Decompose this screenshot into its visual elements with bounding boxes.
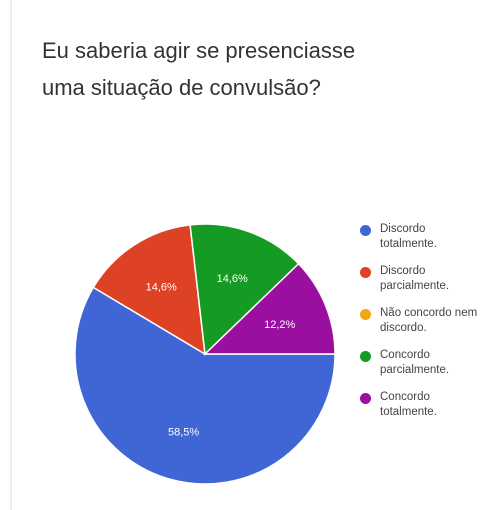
legend-swatch	[360, 393, 371, 404]
pie-slice-5	[203, 262, 336, 355]
legend-label: Discordo parcialmente.	[380, 265, 450, 292]
legend-label: Concordo totalmente.	[380, 391, 437, 418]
legend-item-2[interactable]: Discordo parcialmente.	[360, 264, 484, 306]
chart-legend: Discordo totalmente. Discordo parcialment…	[360, 222, 484, 432]
slice-label-2: 14,6%	[146, 281, 177, 293]
legend-swatch	[360, 225, 371, 236]
legend-item-4[interactable]: Concordo parcialmente.	[360, 348, 484, 390]
slice-label-4: 14,6%	[217, 273, 248, 285]
legend-label: Não concordo nem discordo.	[380, 307, 478, 334]
pie-slice-4	[189, 223, 300, 356]
legend-swatch	[360, 351, 371, 362]
slice-label-1: 58,5%	[168, 427, 199, 439]
legend-item-5[interactable]: Concordo totalmente.	[360, 390, 484, 432]
pie-slice-2	[92, 224, 206, 356]
legend-label: Concordo parcialmente.	[380, 349, 450, 376]
slice-label-5: 12,2%	[264, 319, 295, 331]
legend-item-3[interactable]: Não concordo nem discordo.	[360, 306, 484, 348]
legend-swatch	[360, 309, 371, 320]
legend-swatch	[360, 267, 371, 278]
card-edge	[10, 0, 12, 510]
pie-slice-1	[74, 286, 336, 485]
legend-label: Discordo totalmente.	[380, 223, 437, 250]
legend-item-1[interactable]: Discordo totalmente.	[360, 222, 484, 264]
chart-title: Eu saberia agir se presenciasse uma situ…	[42, 38, 356, 100]
